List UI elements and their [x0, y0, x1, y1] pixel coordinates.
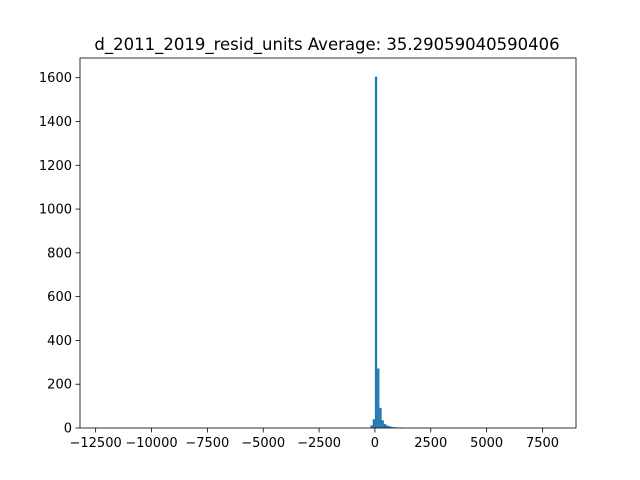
histogram-bar	[383, 424, 387, 428]
histogram-bar	[386, 425, 389, 428]
y-tick-label: 400	[47, 334, 72, 349]
y-tick-label: 1600	[39, 71, 72, 86]
x-tick-label: 5000	[470, 436, 503, 451]
histogram-bar	[377, 368, 380, 428]
x-tick-label: −5000	[241, 436, 285, 451]
x-tick-label: 7500	[526, 436, 559, 451]
histogram-bar	[390, 426, 393, 428]
histogram-bar	[372, 419, 375, 428]
plot-frame	[79, 57, 577, 429]
x-tick-label: −2500	[297, 436, 341, 451]
histogram-bar	[370, 425, 373, 428]
x-axis: −12500 −10000 −7500 −5000 −2500 0 2500 5000 7500	[70, 428, 559, 451]
y-tick-label: 1200	[39, 159, 72, 174]
x-tick-label: 0	[371, 436, 379, 451]
x-tick-label: −7500	[185, 436, 229, 451]
y-tick-label: 0	[64, 422, 72, 437]
histogram-bar	[374, 76, 378, 428]
x-tick-label: −12500	[70, 436, 122, 451]
y-tick-label: 800	[47, 246, 72, 261]
y-tick-label: 200	[47, 378, 72, 393]
histogram-bar	[379, 407, 382, 428]
chart-title: d_2011_2019_resid_units Average: 35.2905…	[94, 35, 559, 55]
x-tick-label: 2500	[414, 436, 447, 451]
y-tick-label: 1400	[39, 115, 72, 130]
y-tick-label: 1000	[39, 203, 72, 218]
x-tick-label: −10000	[125, 436, 177, 451]
histogram-bar	[381, 420, 384, 428]
y-axis: 0 200 400 600 800 1000 1200 1400 1600	[39, 71, 80, 437]
bars-group	[370, 76, 404, 428]
histogram-bar	[388, 426, 391, 428]
y-tick-label: 600	[47, 290, 72, 305]
